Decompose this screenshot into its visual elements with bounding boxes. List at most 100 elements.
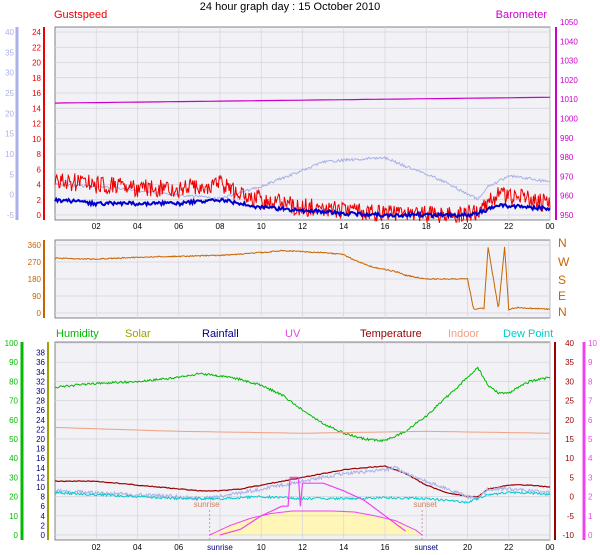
temperature-tick-label: 40 [565,339,574,348]
temperature-tick-label: 35 [565,358,574,367]
x-tick-label: 00 [546,222,555,231]
dir-tick-label: 0 [37,309,42,318]
inner-tick-label: 16 [32,89,41,98]
humidity-tick-label: 80 [9,377,18,386]
x-tick-label: 06 [174,543,183,552]
humidity-tick-label: 20 [9,493,18,502]
multi-panel: Humidity Solar Rainfall UV Temperature Indoor… [5,328,598,552]
compass-label: S [558,273,566,287]
second-tick-label: 22 [36,425,45,434]
temperature-tick-label: 5 [570,473,575,482]
outer-tick-label: 20 [5,109,14,118]
barometer-tick-label: 960 [560,192,574,201]
dir-tick-label: 270 [28,258,42,267]
second-tick-label: 14 [36,464,45,473]
x-tick-label: 04 [133,222,142,231]
barometer-tick-label: 1050 [560,18,578,27]
outer-tick-label: 30 [5,69,14,78]
outer-tick-label: -5 [7,211,15,220]
uv-tick-label: 10 [588,339,597,348]
humidity-tick-label: 90 [9,358,18,367]
x-tick-label: 12 [298,222,307,231]
barometer-tick-label: 970 [560,172,574,181]
second-tick-label: 18 [36,445,45,454]
solar-line [209,510,423,536]
temperature-tick-label: -10 [562,531,574,540]
uv-tick-label: 7 [588,397,593,406]
second-tick-label: 28 [36,397,45,406]
uv-tick-label: 6 [588,416,593,425]
x-tick-label: 22 [504,543,513,552]
legend-rainfall: Rainfall [202,328,239,340]
x-tick-label: 02 [92,222,101,231]
sunrise-label: sunrise [194,500,220,509]
humidity-tick-label: 50 [9,435,18,444]
x-tick-label: 12 [298,543,307,552]
temperature-tick-label: 0 [570,493,575,502]
outer-tick-label: 25 [5,89,14,98]
x-tick-label: 02 [92,543,101,552]
x-tick-label: 06 [174,222,183,231]
compass-label: N [558,305,567,319]
legend-uv: UV [285,328,301,340]
inner-tick-label: 0 [37,211,42,220]
temperature-tick-label: 30 [565,377,574,386]
legend-indoor: Indoor [448,328,480,340]
second-tick-label: 2 [41,521,46,530]
gust-line [54,173,551,223]
gustspeed-label: Gustspeed [54,9,107,21]
temperature-tick-label: 10 [565,454,574,463]
barometer-tick-label: 1030 [560,57,578,66]
dir-tick-label: 90 [32,292,41,301]
barometer-tick-label: 1020 [560,76,578,85]
x-tick-label: 08 [216,222,225,231]
legend-humidity: Humidity [56,328,99,340]
wind-line [54,196,551,219]
chart-title: 24 hour graph day : 15 October 2010 [200,1,380,13]
barometer-tick-label: 1040 [560,37,578,46]
temperature-tick-label: 15 [565,435,574,444]
barometer-line [54,96,551,104]
x-tick-label: 20 [463,543,472,552]
inner-tick-label: 22 [32,43,41,52]
second-tick-label: 26 [36,406,45,415]
direction-line [54,246,550,311]
x-tick-label: 14 [339,222,348,231]
uv-tick-label: 9 [588,358,593,367]
legend-solar: Solar [125,328,151,340]
barometer-tick-label: 1010 [560,95,578,104]
outer-tick-label: 0 [10,191,15,200]
compass-label: W [558,255,570,269]
inner-tick-label: 10 [32,135,41,144]
x-tick-label: 16 [381,222,390,231]
temperature-tick-label: 25 [565,397,574,406]
x-tick-label: 10 [257,222,266,231]
x-tick-label: 00 [546,543,555,552]
second-tick-label: 38 [36,349,45,358]
indoor-line [54,427,551,434]
inner-tick-label: 20 [32,59,41,68]
humidity-tick-label: 70 [9,397,18,406]
inner-tick-label: 18 [32,74,41,83]
uv-tick-label: 3 [588,473,593,482]
second-tick-label: 6 [41,502,46,511]
x-tick-label: 10 [257,543,266,552]
inner-tick-label: 2 [37,196,42,205]
outer-tick-label: 35 [5,48,14,57]
x-tick-label: 18 [422,222,431,231]
compass-label: E [558,289,566,303]
x-tick-label: 16 [381,543,390,552]
uv-tick-label: 5 [588,435,593,444]
x-tick-label: sunset [414,543,438,552]
humidity-tick-label: 30 [9,473,18,482]
uv-tick-label: 8 [588,377,593,386]
second-tick-label: 32 [36,377,45,386]
uv-line [219,476,406,536]
barometer-tick-label: 980 [560,153,574,162]
x-tick-label: 22 [504,222,513,231]
outer-tick-label: 15 [5,130,14,139]
second-tick-label: 4 [41,512,46,521]
uv-tick-label: 0 [588,531,593,540]
